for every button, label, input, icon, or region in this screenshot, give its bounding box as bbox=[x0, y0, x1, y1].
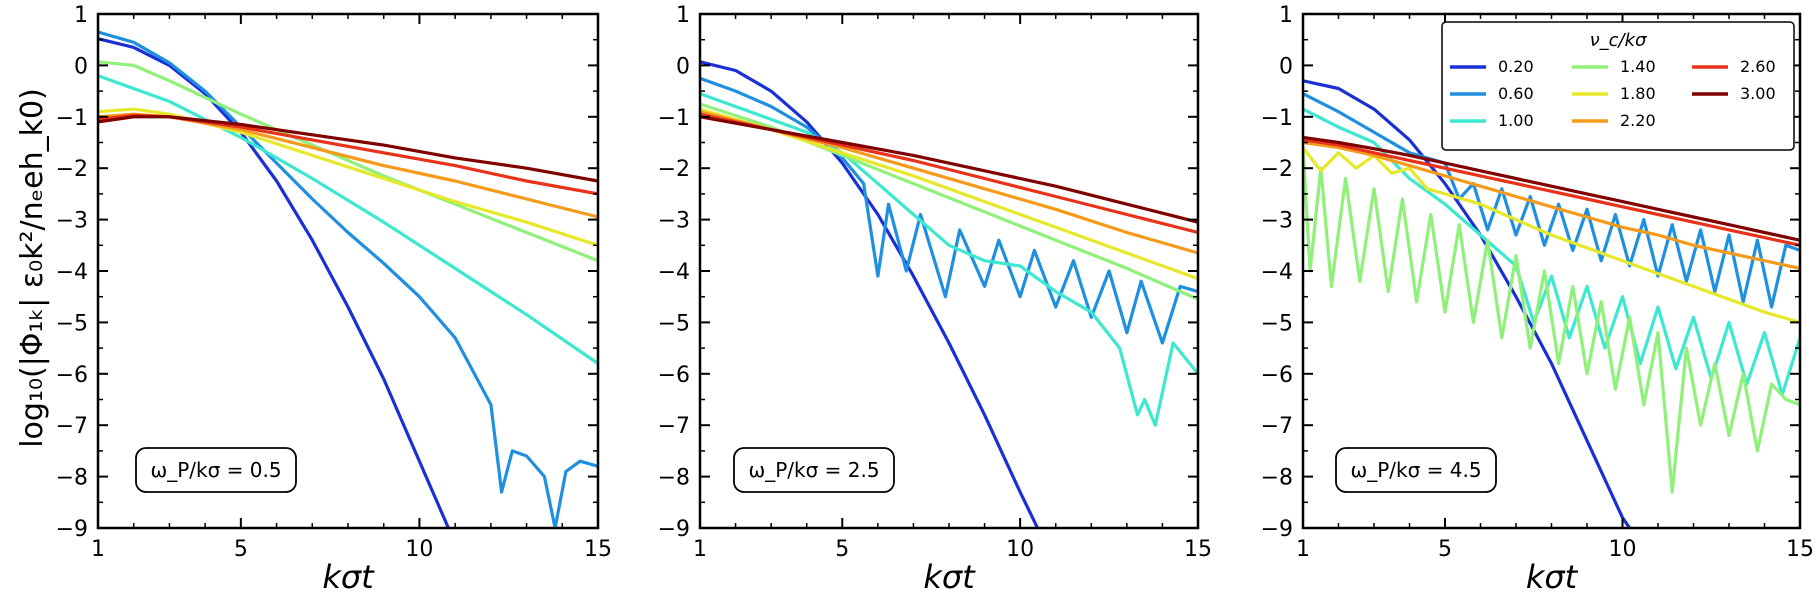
x-tick-label: 10 bbox=[405, 537, 433, 562]
panel-3-series-1.80 bbox=[1303, 146, 1800, 324]
y-tick-label: −7 bbox=[1261, 414, 1293, 439]
x-tick-label: 1 bbox=[693, 537, 707, 562]
y-tick-label: −5 bbox=[658, 311, 690, 336]
y-tick-label: −9 bbox=[1261, 517, 1293, 542]
panel-3-series-1.00 bbox=[1303, 107, 1800, 396]
panel-1-series-0.20 bbox=[98, 37, 451, 528]
panel-2-series-1.80 bbox=[700, 107, 1198, 281]
y-tick-label: −8 bbox=[56, 466, 88, 491]
panel-2-plot-area bbox=[700, 60, 1198, 528]
y-tick-label: −9 bbox=[56, 517, 88, 542]
panel-1-annotation: ω_P/kσ = 0.5 bbox=[150, 458, 281, 482]
y-tick-label: 0 bbox=[676, 54, 690, 79]
panel-2-annotation: ω_P/kσ = 2.5 bbox=[748, 458, 879, 482]
y-tick-label: −6 bbox=[56, 363, 88, 388]
panel-3-annotation: ω_P/kσ = 4.5 bbox=[1350, 458, 1481, 482]
panel-2-series-2.60 bbox=[700, 112, 1198, 235]
panel-2-annotation-box bbox=[733, 447, 895, 493]
y-tick-label: 1 bbox=[676, 3, 690, 28]
x-tick-label: 15 bbox=[584, 537, 612, 562]
y-tick-label: −9 bbox=[658, 517, 690, 542]
panel-2-series-1.00 bbox=[700, 92, 1198, 427]
panel-2-x-label: kσt bbox=[923, 558, 976, 596]
legend-label-1.00: 1.00 bbox=[1498, 111, 1534, 130]
panel-1-series-0.60 bbox=[98, 30, 598, 528]
legend-label-2.60: 2.60 bbox=[1740, 57, 1776, 76]
panel-3-series-2.60 bbox=[1303, 138, 1800, 247]
x-tick-label: 1 bbox=[91, 537, 105, 562]
legend-label-2.20: 2.20 bbox=[1620, 111, 1656, 130]
y-tick-label: −7 bbox=[658, 414, 690, 439]
x-tick-label: 1 bbox=[1296, 537, 1310, 562]
panel-2-series-2.20 bbox=[700, 110, 1198, 255]
panel-3-series-1.40 bbox=[1303, 147, 1800, 494]
y-tick-label: −2 bbox=[1261, 157, 1293, 182]
y-tick-label: −4 bbox=[1261, 260, 1293, 285]
x-tick-label: 10 bbox=[1609, 537, 1637, 562]
panel-3-series-0.60 bbox=[1303, 92, 1800, 309]
panel-1-x-label: kσt bbox=[322, 558, 375, 596]
panel-2-series-0.60 bbox=[700, 76, 1198, 345]
y-tick-label: −8 bbox=[658, 466, 690, 491]
y-tick-label: −3 bbox=[56, 209, 88, 234]
panel-1-series-2.60 bbox=[98, 113, 598, 196]
panel-3-series-3.00 bbox=[1303, 135, 1800, 242]
legend-label-1.80: 1.80 bbox=[1620, 84, 1656, 103]
x-tick-label: 15 bbox=[1184, 537, 1212, 562]
x-tick-label: 5 bbox=[835, 537, 849, 562]
x-tick-label: 10 bbox=[1006, 537, 1034, 562]
y-axis-label: log₁₀(|Φ₁ₖ| ε₀k²/nₑeh_k0) bbox=[15, 88, 50, 448]
panel-1-series-1.40 bbox=[98, 60, 598, 263]
y-tick-label: 1 bbox=[1279, 3, 1293, 28]
x-tick-label: 15 bbox=[1786, 537, 1814, 562]
y-tick-label: −6 bbox=[658, 363, 690, 388]
y-tick-label: −1 bbox=[56, 106, 88, 131]
panel-3-annotation-box bbox=[1335, 447, 1497, 493]
panel-3-series-2.20 bbox=[1303, 140, 1800, 270]
panel-1-annotation-box bbox=[135, 447, 297, 493]
y-tick-label: −2 bbox=[658, 157, 690, 182]
y-tick-label: −4 bbox=[56, 260, 88, 285]
legend-label-0.20: 0.20 bbox=[1498, 57, 1534, 76]
panel-2-series-3.00 bbox=[700, 115, 1198, 224]
panel-3-plot-area bbox=[1303, 79, 1800, 528]
panel-1-series-1.80 bbox=[98, 107, 598, 247]
legend-box bbox=[1441, 21, 1795, 151]
y-tick-label: −4 bbox=[658, 260, 690, 285]
legend-label-1.40: 1.40 bbox=[1620, 57, 1656, 76]
y-tick-label: −1 bbox=[658, 106, 690, 131]
panel-3-x-label: kσt bbox=[1526, 558, 1579, 596]
legend-title: ν_c/kσ bbox=[1590, 30, 1647, 51]
y-tick-label: −3 bbox=[658, 209, 690, 234]
legend-label-3.00: 3.00 bbox=[1740, 84, 1776, 103]
y-tick-label: 0 bbox=[74, 54, 88, 79]
y-tick-label: −5 bbox=[1261, 311, 1293, 336]
y-tick-label: −1 bbox=[1261, 106, 1293, 131]
y-tick-label: −6 bbox=[1261, 363, 1293, 388]
y-tick-label: −7 bbox=[56, 414, 88, 439]
panel-1-series-3.00 bbox=[98, 115, 598, 183]
panel-1-series-1.00 bbox=[98, 74, 598, 365]
y-tick-label: 1 bbox=[74, 3, 88, 28]
legend-label-0.60: 0.60 bbox=[1498, 84, 1534, 103]
y-tick-label: −8 bbox=[1261, 466, 1293, 491]
panel-2-series-0.20 bbox=[700, 60, 1040, 528]
y-tick-label: 0 bbox=[1279, 54, 1293, 79]
panel-1-plot-area bbox=[98, 30, 598, 528]
x-tick-label: 5 bbox=[234, 537, 248, 562]
y-tick-label: −2 bbox=[56, 157, 88, 182]
y-tick-label: −3 bbox=[1261, 209, 1293, 234]
y-tick-label: −5 bbox=[56, 311, 88, 336]
x-tick-label: 5 bbox=[1438, 537, 1452, 562]
